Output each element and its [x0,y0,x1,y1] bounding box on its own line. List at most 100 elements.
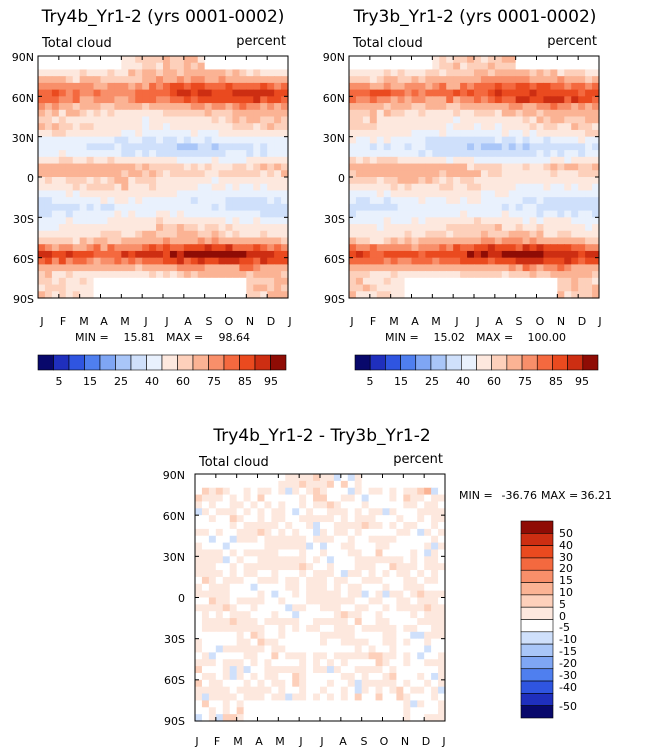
heatmap-cell [439,89,447,97]
colorbar-swatch [520,520,554,534]
heatmap-cell [169,76,178,84]
heatmap-cell [218,291,227,299]
heatmap-cell [121,197,129,205]
heatmap-cell [410,515,418,523]
heatmap-cell [494,250,503,259]
heatmap-cell [201,480,210,489]
heatmap-cell [446,237,454,245]
heatmap-cell [432,203,440,212]
heatmap-cell [585,224,593,232]
heatmap-cell [65,264,74,272]
heatmap-cell [86,129,95,138]
heatmap-cell [58,76,67,84]
heatmap-cell [229,707,238,715]
heatmap-cell [142,183,150,192]
heatmap-cell [156,116,164,124]
heatmap-cell [299,535,307,544]
heatmap-cell [347,659,356,667]
heatmap-cell [460,69,468,77]
heatmap-cell [376,250,385,259]
colorbar-swatch [385,354,401,371]
heatmap-cell [404,56,413,64]
heatmap-cell [250,618,259,626]
heatmap-cell [424,624,432,633]
colorbar-label: 50 [559,527,573,540]
heatmap-cell [163,237,171,245]
heatmap-cell [403,494,411,503]
heatmap-cell [65,244,74,252]
colorbar-swatch [520,533,554,546]
heatmap-cell [432,177,440,185]
heatmap-cell [467,197,475,205]
heatmap-cell [326,618,335,626]
heatmap-cell [382,638,391,647]
heatmap-cell [487,277,496,286]
heatmap-cell [592,103,600,111]
heatmap-cell [467,143,475,151]
heatmap-cell [218,56,227,64]
heatmap-cell [271,624,279,633]
heatmap-cell [382,487,391,496]
heatmap-cell [250,576,259,585]
heatmap-cell [260,217,268,225]
heatmap-cell [349,250,357,259]
heatmap-cell [274,69,282,77]
heatmap-cell [474,170,482,178]
heatmap-cell [278,611,286,619]
heatmap-cell [243,522,252,530]
heatmap-cell [375,686,384,695]
heatmap-cell [229,570,238,578]
heatmap-cell [278,474,286,482]
heatmap-cell [508,197,517,205]
heatmap-cell [72,170,81,178]
heatmap-cell [550,156,558,165]
heatmap-cell [239,163,247,171]
heatmap-cell [267,203,275,212]
heatmap-cell [44,76,53,84]
heatmap-cell [135,197,143,205]
heatmap-cell [58,62,67,71]
heatmap-cell [135,150,143,158]
heatmap-cell [585,197,593,205]
heatmap-cell [38,230,46,239]
heatmap-cell [58,210,67,218]
heatmap-cell [368,666,377,674]
heatmap-cell [197,123,206,131]
heatmap-cell [439,271,447,279]
heatmap-cell [128,163,136,171]
heatmap-cell [375,549,384,557]
heatmap-cell [121,203,129,212]
heatmap-cell [397,277,406,286]
heatmap-cell [229,474,238,482]
heatmap-cell [453,96,461,104]
heatmap-cell [460,56,468,64]
heatmap-cell [578,197,586,205]
heatmap-cell [349,177,357,185]
heatmap-cell [299,576,307,585]
heatmap-cell [201,508,210,516]
heatmap-cell [438,631,446,640]
heatmap-cell [369,257,378,265]
heatmap-cell [389,487,397,496]
heatmap-cell [183,217,192,225]
heatmap-cell [397,150,406,158]
heatmap-cell [299,652,307,660]
heatmap-cell [278,652,286,660]
heatmap-cell [313,522,321,530]
heatmap-cell [176,129,185,138]
heatmap-cell [550,69,558,77]
heatmap-cell [550,56,558,64]
heatmap-cell [38,224,46,232]
heatmap-cell [404,89,413,97]
heatmap-cell [439,116,447,124]
heatmap-cell [375,515,384,523]
heatmap-cell [156,56,164,64]
heatmap-cell [285,508,293,516]
heatmap-cell [410,570,418,578]
heatmap-cell [564,62,572,71]
heatmap-cell [190,116,199,124]
heatmap-cell [474,210,482,218]
heatmap-cell [467,264,475,272]
heatmap-cell [383,69,392,77]
heatmap-cell [460,82,468,91]
